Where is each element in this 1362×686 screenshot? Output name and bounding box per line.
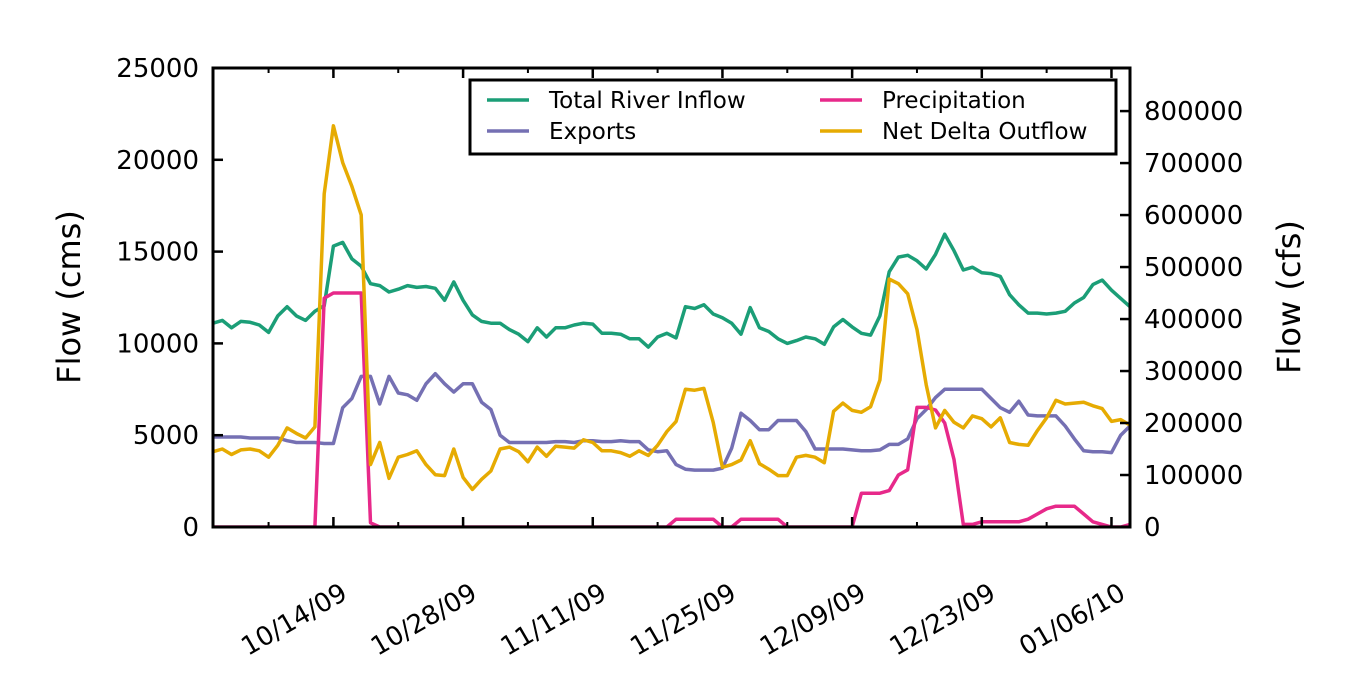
y-tick-label-right: 400000 (1144, 305, 1243, 335)
legend-label: Net Delta Outflow (882, 119, 1087, 145)
series-line-net-delta-outflow (213, 124, 1130, 492)
series-line-precipitation (213, 291, 1130, 527)
x-tick-label: 11/11/09 (496, 578, 612, 662)
legend: Total River Inflow Exports Precipitation Ne… (468, 78, 1118, 156)
series-line-total-river-inflow (213, 232, 1130, 349)
y-tick-label-right: 500000 (1144, 253, 1243, 283)
y-tick-label-right: 700000 (1144, 149, 1243, 179)
y-axis-title-left: Flow (cms) (50, 210, 88, 384)
y-tick-label-left: 0 (182, 513, 199, 543)
x-tick-label: 12/09/09 (755, 578, 871, 662)
x-tick-label: 12/23/09 (885, 578, 1001, 662)
legend-label: Total River Inflow (548, 88, 746, 114)
plot-frame (211, 66, 1132, 529)
x-tick-label: 01/06/10 (1014, 578, 1130, 662)
y-tick-label-right: 800000 (1144, 97, 1243, 127)
x-tick-label: 10/28/09 (366, 578, 482, 662)
legend-label: Precipitation (882, 88, 1026, 114)
y-axis-title-right: Flow (cfs) (1270, 220, 1308, 374)
y-tick-label-right: 0 (1144, 513, 1161, 543)
series-layer (213, 124, 1130, 527)
x-tick-label: 10/14/09 (236, 578, 352, 662)
series-line-exports (213, 371, 1130, 472)
y-tick-label-left: 20000 (116, 146, 199, 176)
y-tick-label-right: 600000 (1144, 201, 1243, 231)
y-tick-label-left: 10000 (116, 329, 199, 359)
y-tick-label-left: 5000 (133, 421, 199, 451)
x-tick-label: 11/25/09 (625, 578, 741, 662)
y-tick-label-left: 15000 (116, 238, 199, 268)
y-tick-label-right: 300000 (1144, 357, 1243, 387)
y-tick-label-right: 100000 (1144, 461, 1243, 491)
y-tick-label-right: 200000 (1144, 409, 1243, 439)
legend-box (468, 78, 1118, 156)
y-tick-label-left: 25000 (116, 54, 199, 84)
legend-label: Exports (549, 119, 636, 145)
